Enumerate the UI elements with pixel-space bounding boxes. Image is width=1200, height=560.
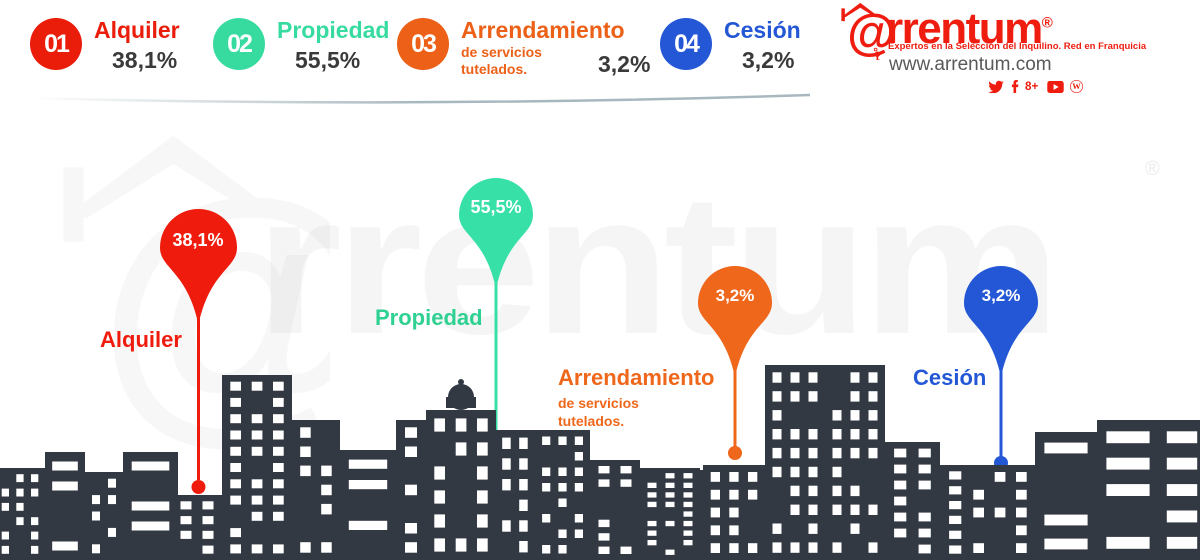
svg-text:8+: 8+ <box>1025 80 1039 93</box>
svg-text:W: W <box>1072 81 1081 91</box>
